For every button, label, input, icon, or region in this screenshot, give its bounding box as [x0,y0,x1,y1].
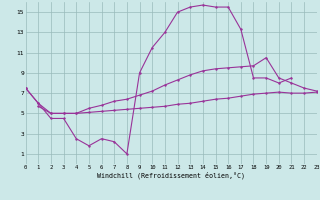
X-axis label: Windchill (Refroidissement éolien,°C): Windchill (Refroidissement éolien,°C) [97,172,245,179]
